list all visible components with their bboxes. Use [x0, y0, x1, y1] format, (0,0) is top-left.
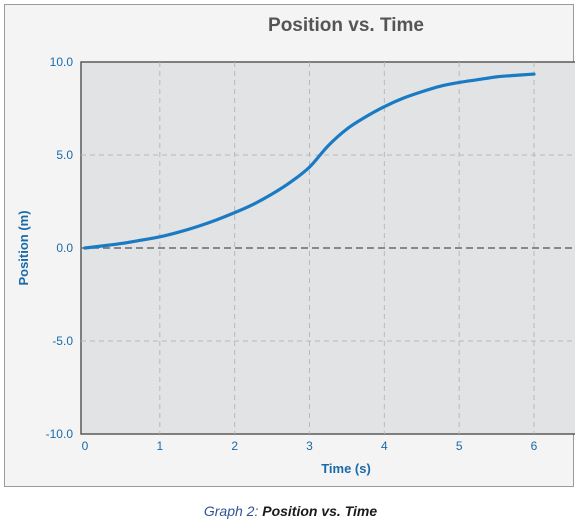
x-tick-label: 2 — [231, 439, 238, 453]
y-tick-label: -10.0 — [46, 427, 74, 441]
y-tick-label: 0.0 — [56, 241, 73, 255]
x-axis-label: Time (s) — [321, 461, 371, 476]
x-tick-label: 0 — [82, 439, 89, 453]
position-curve — [83, 72, 536, 250]
series-layer — [83, 72, 536, 250]
y-tick-label: -5.0 — [52, 334, 73, 348]
chart-frame: Position vs. Time 0 1 2 3 4 5 6 10.0 5.0 0.0 -5.0 -… — [4, 4, 575, 487]
tick-labels: 0 1 2 3 4 5 6 10.0 5.0 0.0 -5.0 -10.0 — [46, 55, 538, 453]
caption-label: Graph 2: — [203, 503, 259, 519]
x-tick-label: 1 — [156, 439, 163, 453]
x-tick-label: 4 — [381, 439, 388, 453]
y-tick-label: 10.0 — [50, 55, 74, 69]
figure-caption: Graph 2: Position vs. Time — [0, 503, 581, 519]
caption-text: Position vs. Time — [262, 503, 378, 519]
x-tick-label: 5 — [456, 439, 463, 453]
y-tick-label: 5.0 — [56, 148, 73, 162]
grid — [81, 62, 575, 434]
y-axis-label: Position (m) — [16, 210, 31, 285]
x-tick-label: 3 — [306, 439, 313, 453]
chart-title: Position vs. Time — [268, 15, 424, 36]
x-tick-label: 6 — [531, 439, 538, 453]
position-time-chart: Position vs. Time 0 1 2 3 4 5 6 10.0 5.0 0.0 -5.0 -… — [16, 15, 575, 476]
